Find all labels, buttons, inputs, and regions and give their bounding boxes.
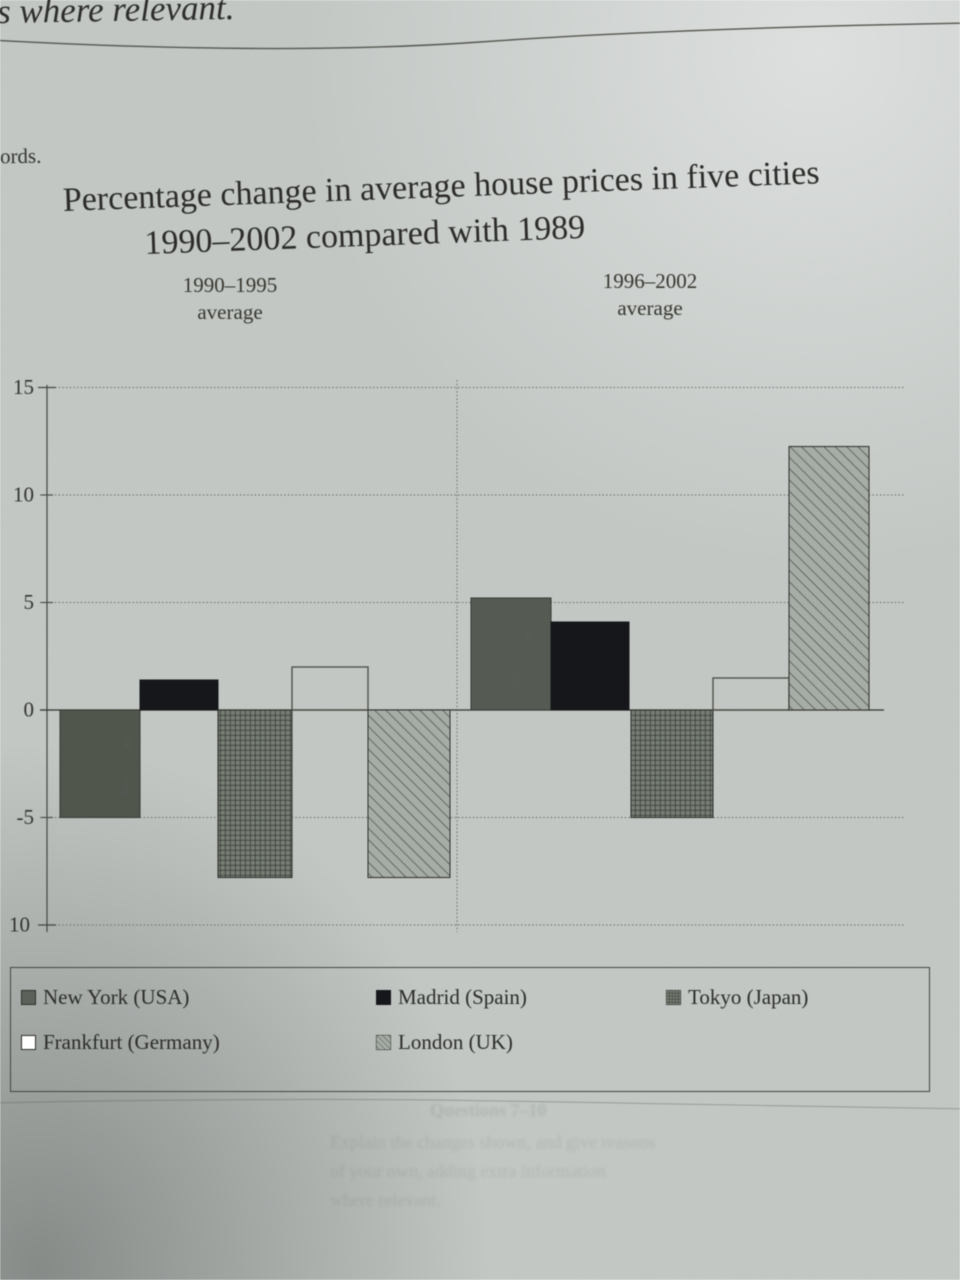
svg-text:-5: -5 [17,805,35,829]
svg-text:0: 0 [24,698,35,722]
svg-text:15: 15 [13,375,34,399]
svg-text:5: 5 [24,590,35,614]
svg-text:10: 10 [9,913,30,937]
svg-text:10: 10 [13,483,34,507]
